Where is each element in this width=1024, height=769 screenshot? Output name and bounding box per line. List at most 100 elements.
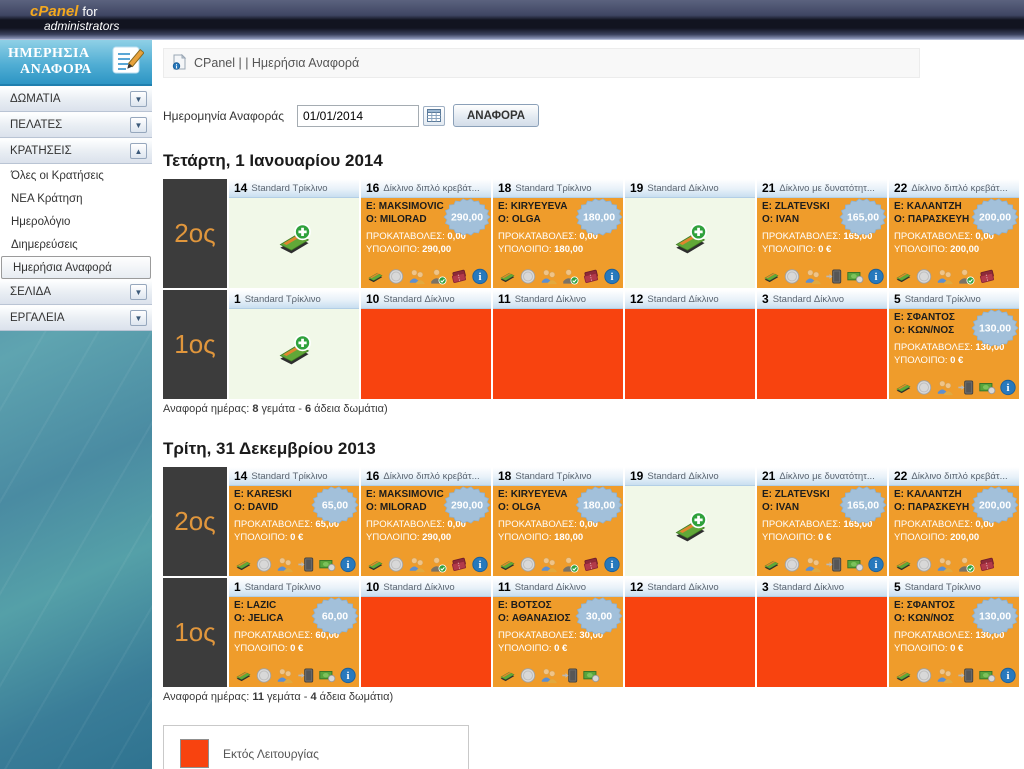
room-cell-occupied[interactable]: E: ΚΑΛΑΝΤΖΗ O: ΠΑΡΑΣΚΕΥΗ ΠΡΟΚΑΤΑΒΟΛΕΣ: 0,0… [889,486,1019,576]
checkout-door-icon[interactable] [957,667,975,684]
booking-book-icon[interactable] [762,268,780,285]
info-icon[interactable]: i [603,268,621,285]
coin-icon[interactable] [255,556,273,573]
checkout-door-icon[interactable] [825,268,843,285]
report-submit-button[interactable]: ΑΝΑΦΟΡΑ [453,104,540,127]
coin-icon[interactable] [915,268,933,285]
sidebar-section-εργαλεια[interactable]: ΕΡΓΑΛΕΙΑ ▼ [0,305,152,331]
checkout-door-icon[interactable] [825,556,843,573]
coin-icon[interactable] [519,556,537,573]
booking-book-icon[interactable] [894,667,912,684]
coin-icon[interactable] [255,667,273,684]
guests-icon[interactable] [408,556,426,573]
room-cell-occupied[interactable]: E: LAZIC O: JELICA ΠΡΟΚΑΤΑΒΟΛΕΣ: 60,00 ΥΠΟΛ… [229,597,359,687]
add-booking-icon[interactable] [671,511,709,550]
tickets-icon[interactable] [978,556,996,573]
add-booking-icon[interactable] [275,223,313,262]
coin-icon[interactable] [915,556,933,573]
checkin-person-icon[interactable] [429,268,447,285]
guests-icon[interactable] [936,667,954,684]
coin-icon[interactable] [387,556,405,573]
checkout-door-icon[interactable] [297,667,315,684]
sidebar-item-διημερεύσεις[interactable]: Διημερεύσεις [0,233,152,256]
coin-icon[interactable] [783,556,801,573]
guests-icon[interactable] [936,556,954,573]
chevron-down-icon[interactable]: ▼ [130,117,147,133]
guests-icon[interactable] [540,667,558,684]
room-cell-occupied[interactable]: E: ΒΟΤΣΟΣ O: ΑΘΑΝΑΣΙΟΣ ΠΡΟΚΑΤΑΒΟΛΕΣ: 30,00… [493,597,623,687]
room-cell-occupied[interactable]: E: MAKSIMOVIC O: MILORAD ΠΡΟΚΑΤΑΒΟΛΕΣ: 0,0… [361,198,491,288]
info-icon[interactable]: i [867,556,885,573]
tickets-icon[interactable] [582,268,600,285]
sidebar-item-ημερήσια-αναφορά[interactable]: Ημερήσια Αναφορά [1,256,151,279]
room-cell-occupied[interactable]: E: MAKSIMOVIC O: MILORAD ΠΡΟΚΑΤΑΒΟΛΕΣ: 0,0… [361,486,491,576]
booking-book-icon[interactable] [894,556,912,573]
checkin-person-icon[interactable] [429,556,447,573]
booking-book-icon[interactable] [234,556,252,573]
coin-icon[interactable] [519,667,537,684]
checkin-person-icon[interactable] [561,268,579,285]
booking-book-icon[interactable] [498,556,516,573]
guests-icon[interactable] [276,556,294,573]
room-cell-occupied[interactable]: E: KARESKI O: DAVID ΠΡΟΚΑΤΑΒΟΛΕΣ: 65,00 ΥΠΟ… [229,486,359,576]
sidebar-section-δωματια[interactable]: ΔΩΜΑΤΙΑ ▼ [0,86,152,112]
sidebar-section-πελατες[interactable]: ΠΕΛΑΤΕΣ ▼ [0,112,152,138]
booking-book-icon[interactable] [498,268,516,285]
booking-book-icon[interactable] [366,556,384,573]
booking-book-icon[interactable] [762,556,780,573]
sidebar-section-σελιδα[interactable]: ΣΕΛΙΔΑ ▼ [0,279,152,305]
cash-icon[interactable] [318,556,336,573]
add-booking-icon[interactable] [275,334,313,373]
info-icon[interactable]: i [339,556,357,573]
cash-icon[interactable] [582,667,600,684]
chevron-down-icon[interactable]: ▼ [130,91,147,107]
booking-book-icon[interactable] [894,268,912,285]
cash-icon[interactable] [978,667,996,684]
cash-icon[interactable] [978,379,996,396]
guests-icon[interactable] [804,556,822,573]
booking-book-icon[interactable] [894,379,912,396]
info-icon[interactable]: i [999,667,1017,684]
coin-icon[interactable] [915,667,933,684]
info-icon[interactable]: i [999,379,1017,396]
coin-icon[interactable] [387,268,405,285]
guests-icon[interactable] [936,379,954,396]
sidebar-section-κρατησεις[interactable]: ΚΡΑΤΗΣΕΙΣ ▲ [0,138,152,164]
checkin-person-icon[interactable] [957,556,975,573]
cash-icon[interactable] [318,667,336,684]
cash-icon[interactable] [846,556,864,573]
checkout-door-icon[interactable] [957,379,975,396]
add-booking-icon[interactable] [671,223,709,262]
booking-book-icon[interactable] [234,667,252,684]
guests-icon[interactable] [276,667,294,684]
report-date-input[interactable] [297,104,419,127]
checkout-door-icon[interactable] [297,556,315,573]
guests-icon[interactable] [540,556,558,573]
sidebar-item-όλες-οι-κρατήσεις[interactable]: Όλες οι Κρατήσεις [0,164,152,187]
checkin-person-icon[interactable] [957,268,975,285]
checkin-person-icon[interactable] [561,556,579,573]
room-cell-occupied[interactable]: E: ΣΦΑΝΤΟΣ O: ΚΩΝ/ΝΟΣ ΠΡΟΚΑΤΑΒΟΛΕΣ: 130,00… [889,597,1019,687]
booking-book-icon[interactable] [366,268,384,285]
sidebar-item-ημερολόγιο[interactable]: Ημερολόγιο [0,210,152,233]
chevron-up-icon[interactable]: ▲ [130,143,147,159]
room-cell-occupied[interactable]: E: ΚΑΛΑΝΤΖΗ O: ΠΑΡΑΣΚΕΥΗ ΠΡΟΚΑΤΑΒΟΛΕΣ: 0,0… [889,198,1019,288]
chevron-down-icon[interactable]: ▼ [130,284,147,300]
tickets-icon[interactable] [978,268,996,285]
guests-icon[interactable] [936,268,954,285]
info-icon[interactable]: i [471,268,489,285]
sidebar-item-νεα-κράτηση[interactable]: ΝΕΑ Κράτηση [0,187,152,210]
tickets-icon[interactable] [582,556,600,573]
calendar-picker-button[interactable] [423,105,445,126]
guests-icon[interactable] [408,268,426,285]
room-cell-occupied[interactable]: E: ZLATEVSKI O: IVAN ΠΡΟΚΑΤΑΒΟΛΕΣ: 165,00 Υ… [757,486,887,576]
tickets-icon[interactable] [450,556,468,573]
room-cell-occupied[interactable]: E: ΣΦΑΝΤΟΣ O: ΚΩΝ/ΝΟΣ ΠΡΟΚΑΤΑΒΟΛΕΣ: 130,00… [889,309,1019,399]
tickets-icon[interactable] [450,268,468,285]
room-cell-occupied[interactable]: E: KIRYEYEVA O: OLGA ΠΡΟΚΑΤΑΒΟΛΕΣ: 0,00 ΥΠΟ… [493,486,623,576]
checkout-door-icon[interactable] [561,667,579,684]
info-icon[interactable]: i [471,556,489,573]
coin-icon[interactable] [519,268,537,285]
coin-icon[interactable] [915,379,933,396]
guests-icon[interactable] [540,268,558,285]
